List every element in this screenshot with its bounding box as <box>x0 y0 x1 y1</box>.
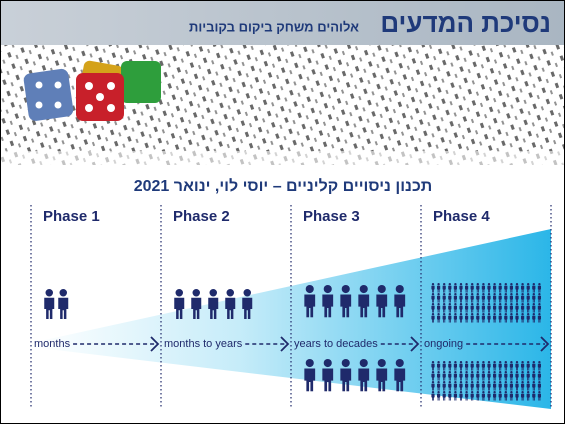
person-icon <box>448 391 451 401</box>
person-icon <box>459 391 462 401</box>
phase-label: Phase 1 <box>43 208 100 225</box>
phase-duration: years to decades <box>294 338 378 350</box>
phase-duration: ongoing <box>424 338 463 350</box>
slide: נסיכת המדעים אלוהים משחק ביקום בקוביות ת… <box>0 0 565 424</box>
person-icon <box>465 391 468 401</box>
phase-label: Phase 3 <box>303 208 360 225</box>
person-icon <box>454 391 457 401</box>
person-icon <box>431 391 434 401</box>
header-title: נסיכת המדעים <box>380 8 551 38</box>
person-icon <box>44 289 54 319</box>
person-icon <box>322 359 333 391</box>
person-icon <box>304 359 315 391</box>
person-icon <box>58 289 68 319</box>
person-icon <box>443 391 446 401</box>
phase-label: Phase 2 <box>173 208 230 225</box>
phase-label: Phase 4 <box>433 208 490 225</box>
phase-duration: months to years <box>164 338 243 350</box>
person-icon <box>340 359 351 391</box>
phase-duration: months <box>34 338 71 350</box>
slide-title: תכנון ניסויים קליניים – יוסי לוי, ינואר … <box>134 177 433 195</box>
slide-canvas: נסיכת המדעים אלוהים משחק ביקום בקוביות ת… <box>1 1 564 423</box>
header-subtitle: אלוהים משחק ביקום בקוביות <box>189 19 359 34</box>
person-icon <box>437 391 440 401</box>
band-fade <box>1 151 564 171</box>
